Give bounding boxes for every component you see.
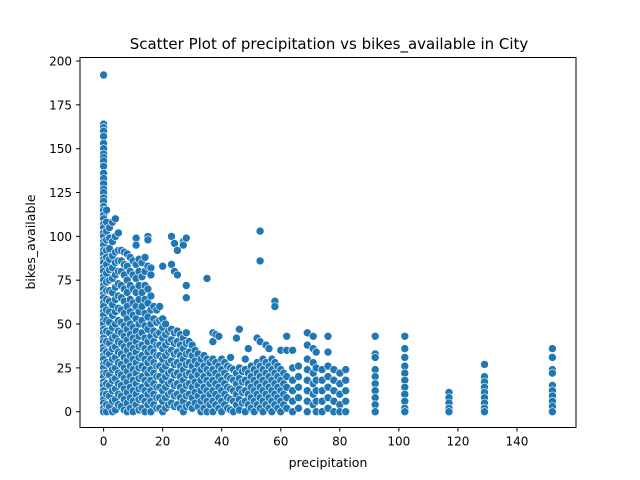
data-point	[202, 274, 212, 283]
data-point	[102, 205, 111, 215]
data-point	[232, 333, 241, 343]
data-point	[370, 372, 380, 381]
data-point	[294, 382, 303, 392]
data-point	[235, 324, 244, 334]
y-tick-label: 25	[57, 361, 72, 375]
x-tick-label: 60	[273, 435, 288, 449]
y-tick-label: 75	[57, 274, 72, 288]
data-point	[302, 407, 312, 417]
x-tick-label: 140	[505, 435, 528, 449]
data-point	[400, 407, 410, 417]
x-tick-label: 80	[332, 435, 347, 449]
data-point	[480, 407, 489, 417]
data-point	[182, 328, 191, 338]
data-point	[294, 361, 303, 371]
data-point	[341, 407, 351, 417]
data-point	[146, 291, 156, 301]
data-point	[548, 353, 557, 362]
data-point	[308, 331, 318, 341]
y-axis: 0 25 50 75 100 125 150 175 200	[49, 55, 80, 419]
data-point	[444, 407, 454, 417]
data-point	[114, 228, 123, 238]
x-tick-label: 40	[214, 435, 229, 449]
data-point	[146, 270, 156, 280]
y-tick-label: 200	[49, 55, 72, 69]
data-point	[182, 293, 191, 303]
x-tick-label: 20	[155, 435, 170, 449]
y-tick-label: 0	[64, 405, 72, 419]
x-tick-label: 100	[387, 435, 410, 449]
data-point	[143, 235, 153, 245]
data-point	[341, 375, 351, 385]
data-point	[226, 353, 235, 362]
data-point	[264, 344, 274, 353]
data-point	[173, 270, 182, 280]
y-axis-label: bikes_available	[23, 194, 38, 289]
y-tick-label: 125	[49, 186, 72, 200]
y-tick-label: 175	[49, 98, 72, 112]
data-point	[294, 393, 303, 403]
data-point	[244, 344, 253, 353]
data-point	[288, 345, 297, 355]
data-point	[480, 360, 489, 369]
data-point	[323, 347, 333, 357]
data-point	[323, 331, 333, 341]
data-point	[400, 344, 410, 353]
x-axis-label: precipitation	[289, 455, 368, 470]
data-point	[255, 256, 265, 266]
points-layer	[99, 70, 557, 417]
data-point	[155, 302, 164, 311]
data-point	[341, 365, 351, 374]
chart-title: Scatter Plot of precipitation vs bikes_a…	[130, 35, 529, 54]
y-tick-label: 100	[49, 230, 72, 244]
data-point	[241, 354, 250, 364]
x-tick-label: 0	[100, 435, 108, 449]
x-axis: 0 20 40 60 80 100 120 140	[100, 427, 528, 449]
data-point	[400, 331, 410, 341]
data-point	[173, 246, 182, 255]
data-point	[99, 70, 108, 80]
data-point	[370, 353, 380, 362]
data-point	[282, 331, 292, 341]
data-point	[111, 214, 120, 224]
data-point	[214, 331, 224, 341]
data-point	[341, 396, 351, 406]
data-point	[270, 302, 280, 311]
data-point	[400, 368, 410, 378]
data-point	[140, 253, 150, 262]
data-point	[370, 331, 380, 341]
data-point	[370, 407, 380, 417]
data-point	[400, 353, 410, 362]
plot-frame	[79, 57, 577, 428]
data-point	[182, 281, 191, 290]
data-point	[311, 347, 321, 357]
data-point	[294, 372, 303, 381]
data-point	[548, 344, 557, 353]
data-point	[131, 240, 141, 250]
data-point	[294, 403, 303, 413]
data-point	[341, 386, 351, 396]
y-tick-label: 50	[57, 318, 72, 332]
data-point	[548, 407, 557, 417]
data-point	[548, 368, 557, 378]
data-point	[255, 226, 265, 236]
data-point	[158, 261, 167, 271]
data-point	[182, 233, 191, 243]
y-tick-label: 150	[49, 142, 72, 156]
data-point	[161, 319, 170, 329]
x-tick-label: 120	[446, 435, 469, 449]
